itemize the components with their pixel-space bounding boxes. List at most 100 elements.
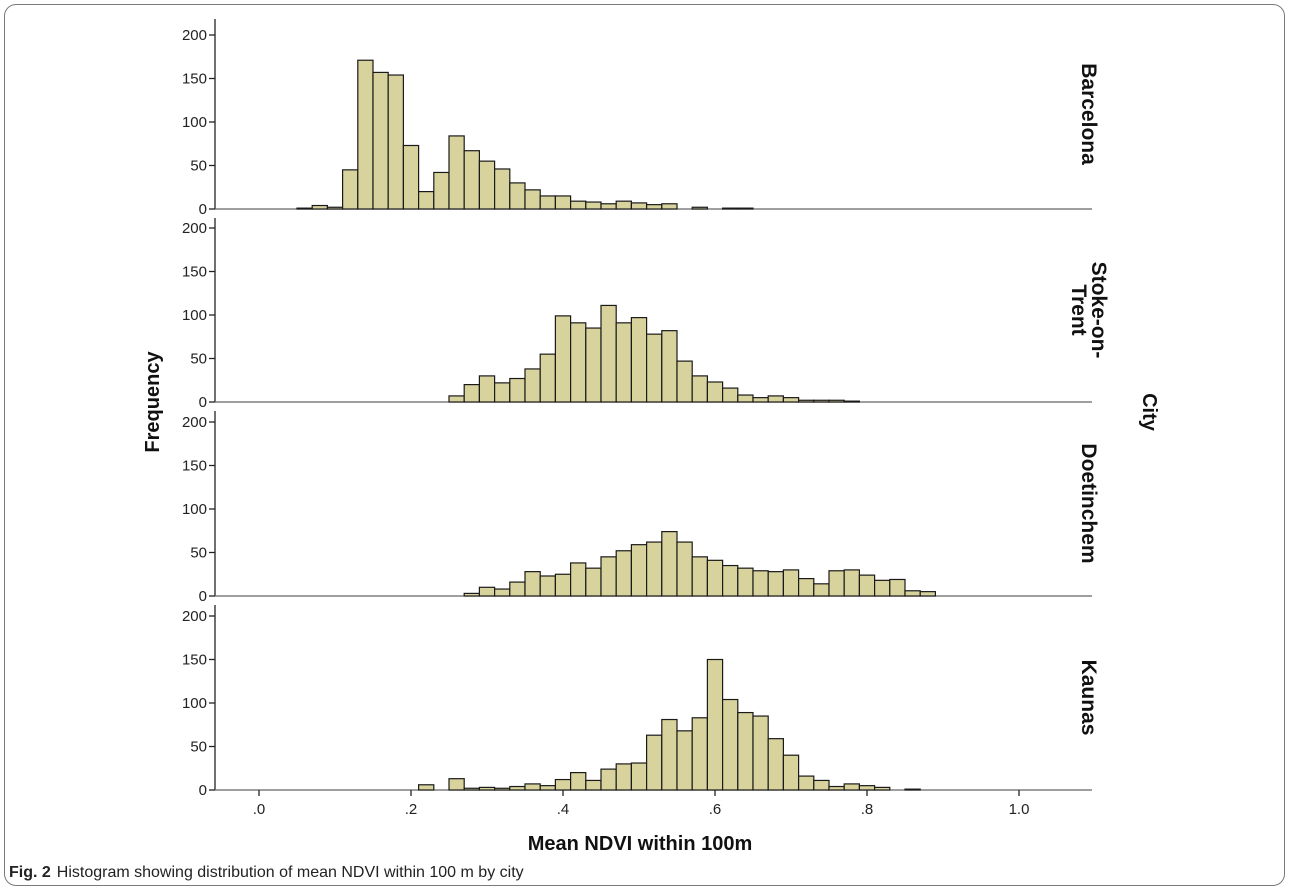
histogram-bar xyxy=(509,377,526,403)
histogram-bar xyxy=(509,581,526,597)
facet-panel-2: 0 50 100 150 200 Doetinchem xyxy=(182,411,1100,605)
histogram-bar xyxy=(569,562,587,597)
figure-caption: Fig. 2 Histogram showing distribution of … xyxy=(9,864,524,882)
histogram-bar xyxy=(463,592,481,597)
histogram-bar xyxy=(782,397,800,403)
y-tick-label: 100 xyxy=(182,501,207,518)
histogram-bar xyxy=(585,779,602,791)
y-tick-label: 200 xyxy=(182,414,207,431)
y-tick-label: 50 xyxy=(190,158,207,175)
histogram-bar xyxy=(721,564,739,597)
y-tick-label: 100 xyxy=(182,307,207,324)
x-tick-label: .8 xyxy=(861,801,874,818)
x-tick-label: .2 xyxy=(405,801,418,818)
histogram-bar xyxy=(600,304,617,403)
histogram-bar xyxy=(418,784,435,791)
histogram-bar xyxy=(600,203,617,210)
facet-panel-1: 0 50 100 150 200 Stoke-on-Trent xyxy=(182,218,1110,411)
y-tick-label: 100 xyxy=(182,695,207,712)
histogram-bar xyxy=(585,327,602,403)
histogram-bar xyxy=(463,150,481,210)
histogram-bar xyxy=(539,785,557,791)
histogram-bar xyxy=(721,207,739,210)
histogram-bar xyxy=(600,768,617,791)
histogram-bar xyxy=(630,544,648,597)
histogram-bar xyxy=(661,203,678,210)
y-tick-label: 200 xyxy=(182,220,207,237)
histogram-bar xyxy=(448,395,465,403)
histogram-bar xyxy=(494,168,511,210)
histogram-bar xyxy=(737,567,754,597)
histogram-bar xyxy=(448,778,465,791)
histogram-bar xyxy=(554,778,572,791)
histogram-bar xyxy=(828,399,845,403)
y-tick-label: 0 xyxy=(199,588,207,605)
histogram-bar xyxy=(752,715,769,791)
histogram-bar xyxy=(843,783,861,791)
histogram-bar xyxy=(661,330,678,403)
histogram-bar xyxy=(448,135,465,210)
x-tick-label: .0 xyxy=(253,801,266,818)
histogram-bar xyxy=(858,785,876,791)
histogram-bar xyxy=(433,171,450,210)
facet-label: Kaunas xyxy=(1077,660,1100,736)
histogram-bar xyxy=(494,588,511,597)
histogram-bar xyxy=(645,541,663,597)
y-tick-label: 0 xyxy=(199,201,207,218)
histogram-bar xyxy=(828,570,845,597)
histogram-bar xyxy=(494,787,511,791)
histogram-bar xyxy=(630,762,648,791)
histogram-bar xyxy=(706,658,724,791)
histogram-bar xyxy=(721,698,739,791)
histogram-bar xyxy=(813,779,830,791)
histogram-bar xyxy=(782,569,800,597)
histogram-bar xyxy=(630,317,648,403)
x-tick-label: .6 xyxy=(709,801,722,818)
histogram-bar xyxy=(813,583,830,597)
histogram-bar xyxy=(813,399,830,403)
histogram-bar xyxy=(676,541,693,597)
facet-label: Stoke-on-Trent xyxy=(1067,262,1110,359)
histogram-bar xyxy=(524,571,541,597)
histogram-bar xyxy=(342,169,359,210)
histogram-bar xyxy=(782,754,800,791)
histogram-bar xyxy=(797,399,815,403)
histogram-bar xyxy=(767,571,785,597)
histogram-bar xyxy=(691,717,709,791)
y-tick-label: 50 xyxy=(190,739,207,756)
histogram-bar xyxy=(615,322,633,403)
histogram-bar xyxy=(554,315,572,403)
histogram-bar xyxy=(873,579,891,597)
histogram-bar xyxy=(873,786,891,791)
histogram-bar xyxy=(843,569,861,597)
facet-label: Barcelona xyxy=(1077,63,1100,165)
y-tick-label: 150 xyxy=(182,652,207,669)
histogram-bar xyxy=(539,195,557,210)
histogram-bar xyxy=(904,788,921,791)
histogram-bar xyxy=(706,559,724,597)
histogram-bar xyxy=(585,201,602,210)
histogram-bar xyxy=(524,783,541,791)
histogram-bar xyxy=(539,353,557,403)
y-tick-label: 0 xyxy=(199,394,207,411)
y-tick-label: 0 xyxy=(199,782,207,799)
histogram-bar xyxy=(645,204,663,210)
histogram-bar xyxy=(418,191,435,210)
histogram-bar xyxy=(645,333,663,403)
x-tick-label: .4 xyxy=(557,801,570,818)
histogram-bar xyxy=(311,204,329,210)
histogram-bar xyxy=(585,567,602,597)
histogram-bar xyxy=(767,738,785,791)
histogram-bar xyxy=(828,785,845,791)
histogram-bar xyxy=(600,556,617,597)
histogram-bar xyxy=(630,202,648,210)
histogram-bar xyxy=(478,586,496,597)
histogram-bar xyxy=(478,160,496,210)
y-tick-label: 150 xyxy=(182,71,207,88)
histogram-bar xyxy=(676,360,693,403)
histogram-bar xyxy=(919,591,937,597)
histogram-bar xyxy=(357,59,374,210)
figure-number: Fig. 2 xyxy=(9,864,51,881)
histogram-bar xyxy=(569,200,587,210)
histogram-bar xyxy=(478,786,496,791)
